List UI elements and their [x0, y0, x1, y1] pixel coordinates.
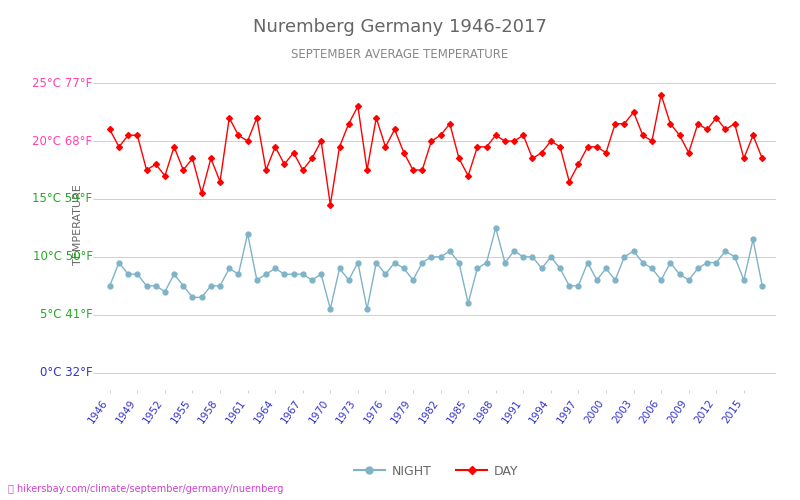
Text: 20°C 68°F: 20°C 68°F	[33, 134, 93, 147]
Text: SEPTEMBER AVERAGE TEMPERATURE: SEPTEMBER AVERAGE TEMPERATURE	[291, 48, 509, 60]
Text: 5°C 41°F: 5°C 41°F	[40, 308, 93, 321]
Text: 📍 hikersbay.com/climate/september/germany/nuernberg: 📍 hikersbay.com/climate/september/german…	[8, 484, 283, 494]
Text: Nuremberg Germany 1946-2017: Nuremberg Germany 1946-2017	[253, 18, 547, 36]
Text: 0°C 32°F: 0°C 32°F	[40, 366, 93, 379]
Text: 25°C 77°F: 25°C 77°F	[32, 76, 93, 90]
Y-axis label: TEMPERATURE: TEMPERATURE	[73, 184, 83, 266]
Text: 15°C 59°F: 15°C 59°F	[33, 192, 93, 205]
Legend: NIGHT, DAY: NIGHT, DAY	[349, 460, 523, 483]
Text: 10°C 50°F: 10°C 50°F	[33, 250, 93, 264]
